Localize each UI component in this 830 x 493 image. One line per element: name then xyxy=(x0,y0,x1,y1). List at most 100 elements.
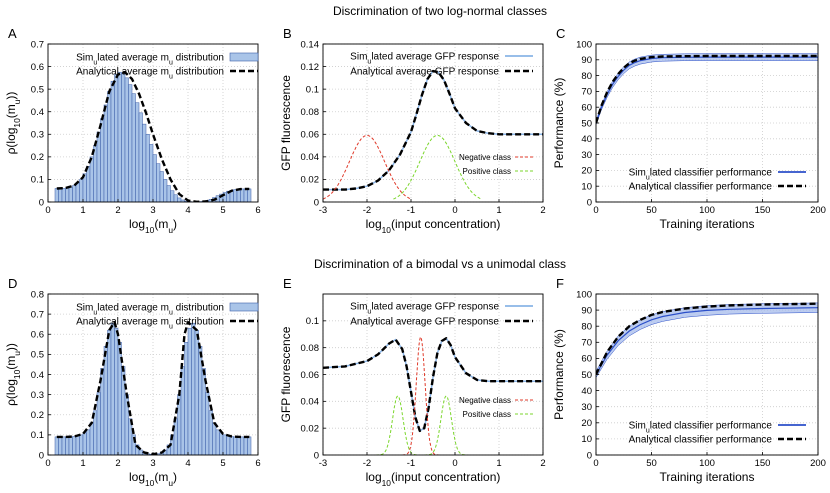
y-tick-label: 0 xyxy=(39,450,44,461)
class-curve xyxy=(424,395,469,455)
histogram-bar xyxy=(124,77,129,202)
histogram-bar xyxy=(212,422,217,455)
analytical-line xyxy=(56,70,250,202)
histogram-bar xyxy=(219,432,224,455)
y-tick-label: 0.3 xyxy=(31,390,44,401)
legend-entry-label: Analytical classifier performance xyxy=(629,435,773,446)
x-tick-label: 0 xyxy=(593,458,598,469)
histogram-bar xyxy=(240,188,245,202)
x-tick-label: 100 xyxy=(699,205,715,216)
x-tick-label: 1 xyxy=(80,458,85,469)
analytical-line xyxy=(596,302,818,376)
histogram-bar xyxy=(159,171,164,202)
y-tick-label: 0.12 xyxy=(301,62,320,73)
histogram-bar xyxy=(128,84,133,202)
panel-d: 0 1 2 3 4 5 6 0 0.1 0.2 0.3 0.4 0.5 0.6 0.7 0.8 Dlog10(m… xyxy=(4,276,261,488)
x-axis-label: log10(input concentration) xyxy=(366,470,501,488)
histogram-bar xyxy=(86,429,91,455)
y-tick-label: 0.06 xyxy=(301,130,320,141)
y-tick-label: 90 xyxy=(581,305,592,316)
histogram-bar xyxy=(110,80,115,202)
histogram-bar xyxy=(243,436,248,455)
y-tick-label: 10 xyxy=(581,434,592,445)
x-tick-label: 50 xyxy=(646,205,657,216)
y-tick-label: 0.2 xyxy=(31,410,44,421)
x-tick-label: 2 xyxy=(540,458,545,469)
y-tick-label: 20 xyxy=(581,166,592,177)
histogram-bar xyxy=(222,434,227,455)
histogram-bar xyxy=(187,327,192,455)
histogram-bar xyxy=(121,73,126,202)
plot-area xyxy=(54,70,252,202)
y-tick-label: 0.5 xyxy=(31,84,44,95)
panel-c: 0 50 100 150 200 0 10 20 30 40 50 60 70 80 90 100 C Train… xyxy=(552,26,826,231)
histogram-bar xyxy=(229,436,234,455)
x-axis-label: Training iterations xyxy=(660,217,755,231)
y-tick-label: 0.1 xyxy=(31,175,44,186)
histogram-bar xyxy=(173,194,178,202)
y-tick-label: 70 xyxy=(581,338,592,349)
histogram-bar xyxy=(58,188,63,202)
x-tick-label: 0 xyxy=(593,205,598,216)
y-tick-label: 0.6 xyxy=(31,330,44,341)
legend: Simulated average GFP responseAnalytical… xyxy=(350,302,533,328)
histogram-bar xyxy=(89,422,94,455)
histogram-bar xyxy=(191,322,196,455)
y-tick-label: 0.02 xyxy=(301,175,320,186)
y-tick-label: 0.2 xyxy=(31,152,44,163)
histogram-bar xyxy=(72,185,77,202)
plot-area xyxy=(54,321,252,455)
histogram-bar xyxy=(107,329,112,455)
x-tick-label: -1 xyxy=(407,458,415,469)
legend: Simulated average GFP responseAnalytical… xyxy=(350,52,533,78)
histogram-bar xyxy=(54,188,59,202)
x-tick-label: -2 xyxy=(363,205,371,216)
simulated-line xyxy=(596,307,818,375)
histogram-bar xyxy=(82,432,87,455)
x-tick-label: 1 xyxy=(80,205,85,216)
row-title-top: Discrimination of two log-normal classes xyxy=(333,4,547,18)
x-tick-label: -3 xyxy=(319,205,327,216)
y-tick-label: 0.04 xyxy=(301,152,320,163)
histogram-bar xyxy=(177,197,182,202)
row-title-bottom: Discrimination of a bimodal vs a unimoda… xyxy=(314,257,566,271)
y-tick-label: 0.08 xyxy=(301,343,320,354)
x-tick-label: 5 xyxy=(220,205,225,216)
x-tick-label: 2 xyxy=(115,458,120,469)
y-tick-label: 0.08 xyxy=(301,107,320,118)
histogram-bar xyxy=(156,163,161,202)
analytical-line xyxy=(596,54,818,124)
x-tick-label: 2 xyxy=(115,205,120,216)
panel-label: D xyxy=(8,276,17,291)
y-tick-label: 0.4 xyxy=(31,370,44,381)
histogram-bar xyxy=(166,185,171,202)
histogram-bar xyxy=(194,329,199,455)
y-axis-label: GFP fluorescence xyxy=(279,75,293,171)
y-tick-label: 0.7 xyxy=(31,39,44,50)
x-tick-label: -1 xyxy=(407,205,415,216)
histogram-bar xyxy=(107,91,112,202)
class-legend-label: Positive class xyxy=(463,167,511,176)
histogram-bar xyxy=(184,342,189,455)
y-tick-label: 0.6 xyxy=(31,62,44,73)
y-tick-label: 40 xyxy=(581,134,592,145)
panel-e: -3 -2 -1 0 1 2 0 0.02 0.04 0.06 0.08 0.1 Elog10(inpu… xyxy=(279,276,546,488)
plot-area xyxy=(596,53,818,125)
histogram-bar xyxy=(89,156,94,202)
y-tick-label: 0 xyxy=(587,197,592,208)
y-tick-label: 0.5 xyxy=(31,350,44,361)
panel-label: C xyxy=(556,26,565,41)
class-curve xyxy=(375,395,420,455)
histogram-bar xyxy=(65,436,70,455)
analytical-line xyxy=(323,337,543,433)
class-legend-label: Negative class xyxy=(459,153,511,162)
histogram-bar xyxy=(142,123,147,202)
histogram-bar xyxy=(247,188,252,202)
legend-entry-label: Simulated average GFP response xyxy=(350,52,499,66)
y-tick-label: 80 xyxy=(581,322,592,333)
histogram-bar xyxy=(152,154,157,202)
legend-entry-label: Analytical average mu distribution xyxy=(76,67,224,81)
x-tick-label: 4 xyxy=(185,205,190,216)
y-tick-label: 0.14 xyxy=(301,39,320,50)
histogram-bar xyxy=(163,179,168,202)
